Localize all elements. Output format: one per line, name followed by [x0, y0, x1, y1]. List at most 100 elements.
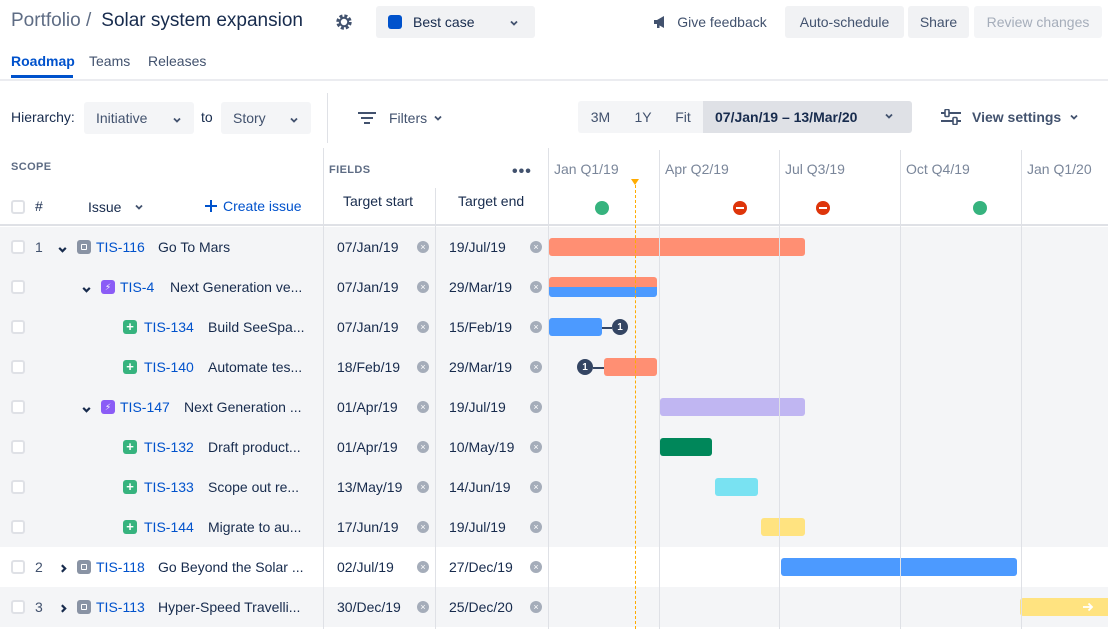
clear-icon[interactable]: ×: [417, 321, 429, 333]
schedule-bar[interactable]: [781, 558, 1017, 576]
clear-icon[interactable]: ×: [417, 481, 429, 493]
hierarchy-from-select[interactable]: Initiative: [84, 102, 194, 134]
give-feedback-button[interactable]: Give feedback: [645, 6, 775, 38]
chevron-right-icon[interactable]: [58, 561, 69, 579]
issue-key[interactable]: TIS-113: [96, 599, 145, 615]
clear-icon[interactable]: ×: [530, 441, 542, 453]
row-checkbox[interactable]: [11, 360, 25, 374]
chevron-down-icon[interactable]: [81, 402, 92, 420]
target-start-value[interactable]: 18/Feb/19: [337, 359, 401, 375]
schedule-bar[interactable]: [660, 438, 712, 456]
schedule-bar[interactable]: [715, 478, 758, 496]
clear-icon[interactable]: ×: [417, 441, 429, 453]
gear-icon[interactable]: [333, 11, 355, 33]
clear-icon[interactable]: ×: [417, 281, 429, 293]
chevron-down-icon[interactable]: [81, 282, 92, 300]
target-start-value[interactable]: 01/Apr/19: [337, 439, 398, 455]
release-marker[interactable]: [595, 201, 609, 215]
clear-icon[interactable]: ×: [417, 401, 429, 413]
more-icon[interactable]: •••: [512, 163, 532, 180]
dependency-badge[interactable]: 1: [577, 359, 593, 375]
zoom-fit-button[interactable]: Fit: [663, 101, 703, 133]
schedule-bar[interactable]: [761, 518, 805, 536]
issue-key[interactable]: TIS-4: [120, 279, 155, 295]
clear-icon[interactable]: ×: [417, 601, 429, 613]
issue-column-header[interactable]: Issue: [88, 199, 144, 215]
breadcrumb-portfolio[interactable]: Portfolio /: [11, 10, 92, 31]
release-marker[interactable]: [733, 201, 747, 215]
table-row[interactable]: 1 TIS-116 Go To Mars 07/Jan/19 × 19/Jul/…: [0, 227, 1108, 267]
issue-key[interactable]: TIS-140: [144, 359, 194, 375]
table-row[interactable]: 2 TIS-118 Go Beyond the Solar ... 02/Jul…: [0, 547, 1108, 587]
review-changes-button[interactable]: Review changes: [974, 6, 1102, 38]
clear-icon[interactable]: ×: [530, 601, 542, 613]
target-start-value[interactable]: 07/Jan/19: [337, 239, 399, 255]
target-end-value[interactable]: 19/Jul/19: [449, 399, 506, 415]
issue-key[interactable]: TIS-132: [144, 439, 194, 455]
row-checkbox[interactable]: [11, 480, 25, 494]
clear-icon[interactable]: ×: [417, 521, 429, 533]
table-row[interactable]: + TIS-134 Build SeeSpa... 07/Jan/19 × 15…: [0, 307, 1108, 347]
clear-icon[interactable]: ×: [530, 401, 542, 413]
select-all-checkbox[interactable]: [11, 200, 25, 214]
clear-icon[interactable]: ×: [417, 561, 429, 573]
row-checkbox[interactable]: [11, 320, 25, 334]
clear-icon[interactable]: ×: [530, 241, 542, 253]
clear-icon[interactable]: ×: [530, 481, 542, 493]
filters-button[interactable]: Filters: [358, 102, 443, 134]
issue-key[interactable]: TIS-147: [120, 399, 170, 415]
target-end-value[interactable]: 29/Mar/19: [449, 279, 513, 295]
row-checkbox[interactable]: [11, 400, 25, 414]
target-end-value[interactable]: 10/May/19: [449, 439, 515, 455]
chevron-right-icon[interactable]: [58, 601, 69, 619]
target-end-value[interactable]: 14/Jun/19: [449, 479, 511, 495]
schedule-bar[interactable]: [1020, 598, 1108, 616]
issue-key[interactable]: TIS-144: [144, 519, 194, 535]
scenario-select[interactable]: Best case: [376, 6, 535, 38]
target-start-value[interactable]: 01/Apr/19: [337, 399, 398, 415]
schedule-bar[interactable]: [549, 238, 805, 256]
target-start-value[interactable]: 30/Dec/19: [337, 599, 401, 615]
clear-icon[interactable]: ×: [417, 241, 429, 253]
row-checkbox[interactable]: [11, 240, 25, 254]
target-end-value[interactable]: 15/Feb/19: [449, 319, 513, 335]
chevron-down-icon[interactable]: [57, 242, 68, 260]
row-checkbox[interactable]: [11, 600, 25, 614]
table-row[interactable]: + TIS-144 Migrate to au... 17/Jun/19 × 1…: [0, 507, 1108, 547]
target-start-value[interactable]: 02/Jul/19: [337, 559, 394, 575]
clear-icon[interactable]: ×: [417, 361, 429, 373]
create-issue-button[interactable]: Create issue: [205, 198, 302, 214]
target-start-value[interactable]: 07/Jan/19: [337, 319, 399, 335]
schedule-bar[interactable]: [604, 358, 657, 376]
table-row[interactable]: ⚡ TIS-147 Next Generation ... 01/Apr/19 …: [0, 387, 1108, 427]
row-checkbox[interactable]: [11, 440, 25, 454]
target-start-value[interactable]: 13/May/19: [337, 479, 403, 495]
issue-key[interactable]: TIS-133: [144, 479, 194, 495]
target-end-value[interactable]: 19/Jul/19: [449, 239, 506, 255]
date-range-select[interactable]: 07/Jan/19 – 13/Mar/20: [703, 101, 912, 133]
tab-releases[interactable]: Releases: [148, 53, 207, 69]
target-end-value[interactable]: 29/Mar/19: [449, 359, 513, 375]
schedule-bar[interactable]: [660, 398, 805, 416]
table-row[interactable]: + TIS-133 Scope out re... 13/May/19 × 14…: [0, 467, 1108, 507]
tab-roadmap[interactable]: Roadmap: [11, 53, 75, 69]
table-row[interactable]: + TIS-140 Automate tes... 18/Feb/19 × 29…: [0, 347, 1108, 387]
share-button[interactable]: Share: [908, 6, 969, 38]
schedule-bar[interactable]: [549, 277, 657, 297]
clear-icon[interactable]: ×: [530, 561, 542, 573]
hierarchy-to-select[interactable]: Story: [221, 102, 311, 134]
issue-key[interactable]: TIS-116: [96, 239, 145, 255]
zoom-3m-button[interactable]: 3M: [578, 101, 623, 133]
view-settings-button[interactable]: View settings: [941, 101, 1079, 133]
clear-icon[interactable]: ×: [530, 361, 542, 373]
issue-key[interactable]: TIS-118: [96, 559, 145, 575]
dependency-badge[interactable]: 1: [612, 319, 628, 335]
target-start-value[interactable]: 17/Jun/19: [337, 519, 399, 535]
zoom-1y-button[interactable]: 1Y: [623, 101, 663, 133]
table-row[interactable]: 3 TIS-113 Hyper-Speed Travelli... 30/Dec…: [0, 587, 1108, 627]
target-end-value[interactable]: 19/Jul/19: [449, 519, 506, 535]
row-checkbox[interactable]: [11, 280, 25, 294]
schedule-bar[interactable]: [549, 318, 602, 336]
target-start-value[interactable]: 07/Jan/19: [337, 279, 399, 295]
target-end-value[interactable]: 25/Dec/20: [449, 599, 513, 615]
